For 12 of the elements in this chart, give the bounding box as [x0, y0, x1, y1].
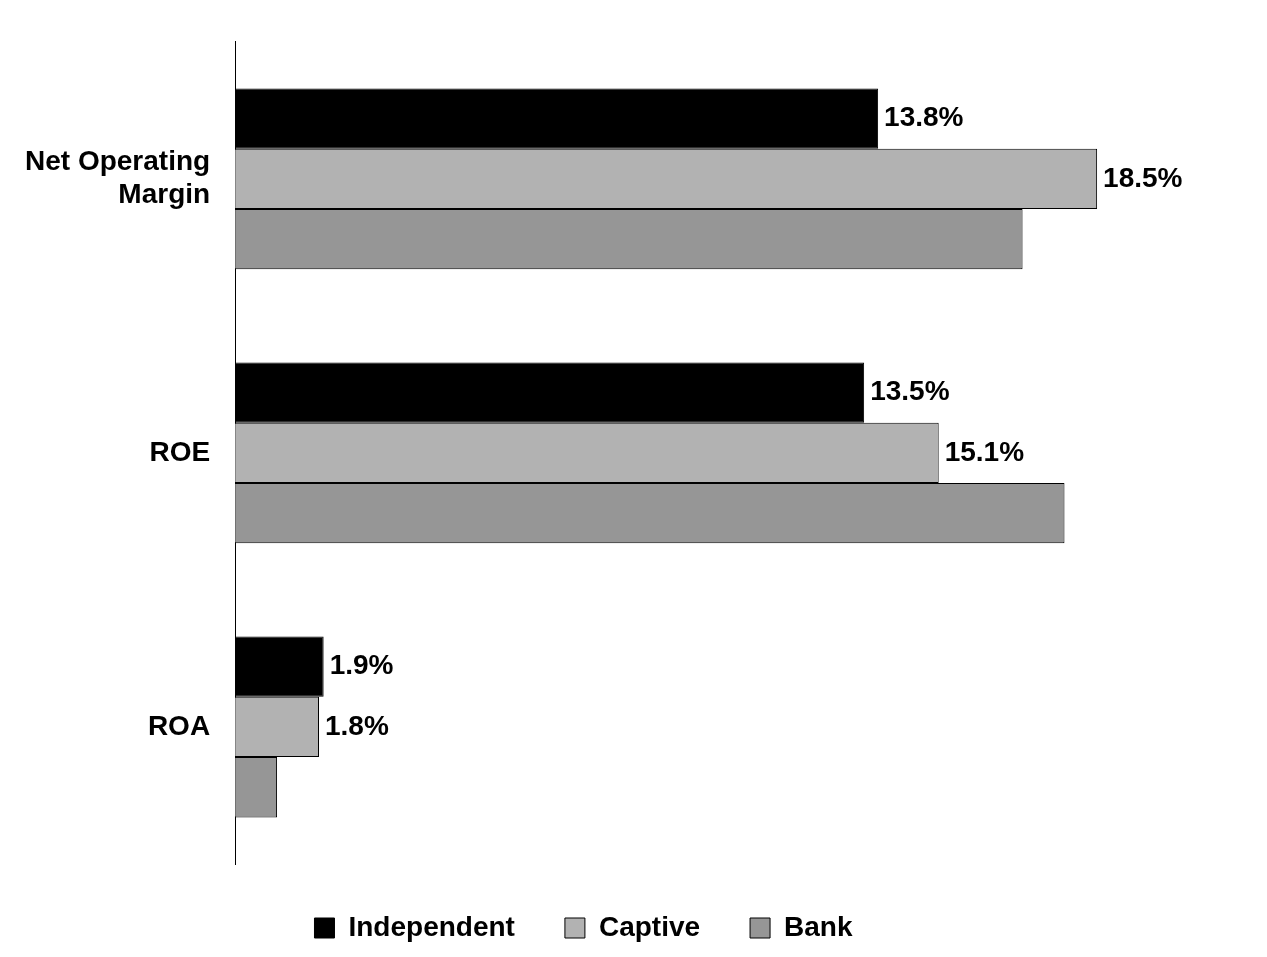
legend-label: Bank [784, 910, 853, 942]
legend-label: Independent [348, 910, 515, 942]
data-label: 18.5% [1103, 161, 1183, 193]
data-label: 1.8% [325, 709, 389, 741]
y-tick-label: Net Operating Margin [24, 144, 211, 210]
data-label: 15.1% [944, 435, 1025, 467]
legend-label: Captive [598, 910, 701, 942]
data-label: 13.8% [884, 101, 964, 133]
data-label: 13.5% [870, 375, 950, 407]
y-tick-label: ROA [147, 709, 211, 741]
y-tick-label: ROE [149, 435, 211, 467]
data-label: 1.9% [329, 649, 394, 681]
